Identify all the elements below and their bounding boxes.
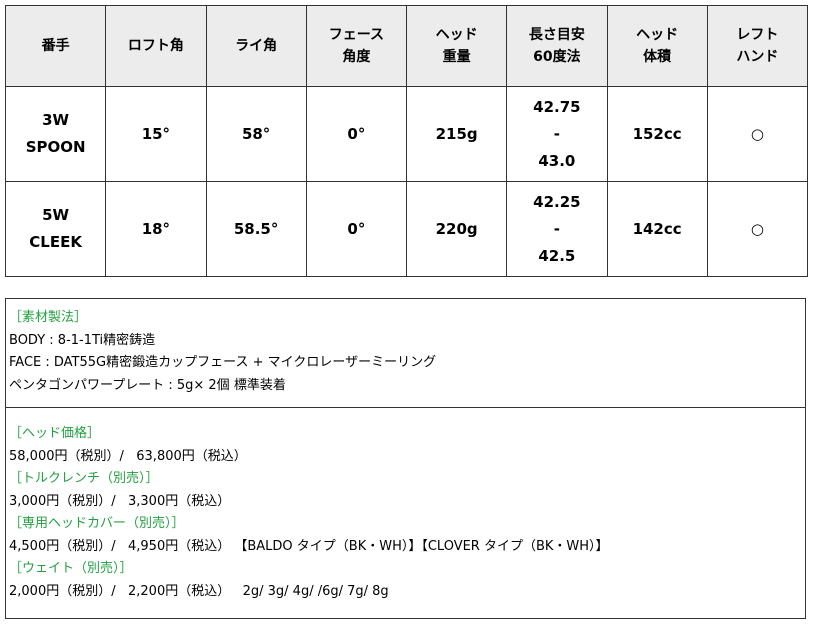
table-cell: 58.5° [205,181,307,277]
price-line: 3,000円（税別）/ 3,300円（税込） [9,493,231,509]
table-cell: ○ [706,181,809,277]
column-header: フェース 角度 [305,5,408,87]
materials-box: ［素材製法］ BODY : 8-1-1Ti精密鋳造 FACE : DAT55G精… [5,298,806,408]
table-cell: 220g [405,181,508,277]
column-header: ロフト角 [105,5,207,87]
table-cell: 58° [205,86,307,182]
materials-heading: ［素材製法］ [9,310,88,325]
table-cell: 3W SPOON [4,86,107,182]
column-header: ヘッド 体積 [606,5,708,87]
table-cell: 142cc [606,181,708,277]
table-cell: 0° [305,86,408,182]
spec-header-row: 番手 ロフト角 ライ角 フェース 角度 ヘッド 重量 長さ目安 60度法 ヘッド 体積 レフト… [4,5,809,87]
table-cell: 42.25 - 42.5 [506,181,608,277]
table-cell: 215g [405,86,508,182]
price-heading: ［トルクレンチ（別売）］ [9,471,159,486]
table-cell: 0° [305,181,408,277]
table-cell: 18° [105,181,207,277]
price-heading: ［専用ヘッドカバー（別売）］ [9,516,185,531]
price-heading: ［ウェイト（別売）］ [9,561,133,576]
table-cell: ○ [706,86,809,182]
table-cell: 42.75 - 43.0 [506,86,608,182]
table-cell: 152cc [606,86,708,182]
price-line: 4,500円（税別）/ 4,950円（税込） 【BALDO タイプ（BK・WH）… [9,538,609,554]
column-header: 長さ目安 60度法 [506,5,608,87]
table-cell: 15° [105,86,207,182]
table-row: 3W SPOON 15° 58° 0° 215g 42.75 - 43.0 152cc ○ [4,86,809,182]
table-cell: 5W CLEEK [4,181,107,277]
price-heading: ［ヘッド価格］ [9,426,101,441]
column-header: ヘッド 重量 [405,5,508,87]
price-line: 2,000円（税別）/ 2,200円（税込） 2g/ 3g/ 4g/ /6g/ … [9,583,389,599]
prices-box: ［ヘッド価格］ 58,000円（税別）/ 63,800円（税込） ［トルクレンチ… [5,407,806,619]
materials-line: ペンタゴンパワープレート : 5g× 2個 標準装着 [9,377,286,393]
table-row: 5W CLEEK 18° 58.5° 0° 220g 42.25 - 42.5 142cc ○ [4,181,809,277]
materials-line: BODY : 8-1-1Ti精密鋳造 [9,332,156,348]
materials-line: FACE : DAT55G精密鍛造カップフェース + マイクロレーザーミーリング [9,355,437,370]
price-line: 58,000円（税別）/ 63,800円（税込） [9,448,247,464]
column-header: ライ角 [205,5,307,87]
column-header: レフト ハンド [706,5,809,87]
spec-table: 番手 ロフト角 ライ角 フェース 角度 ヘッド 重量 長さ目安 60度法 ヘッド 体積 レフト… [4,5,809,277]
column-header: 番手 [4,5,107,87]
